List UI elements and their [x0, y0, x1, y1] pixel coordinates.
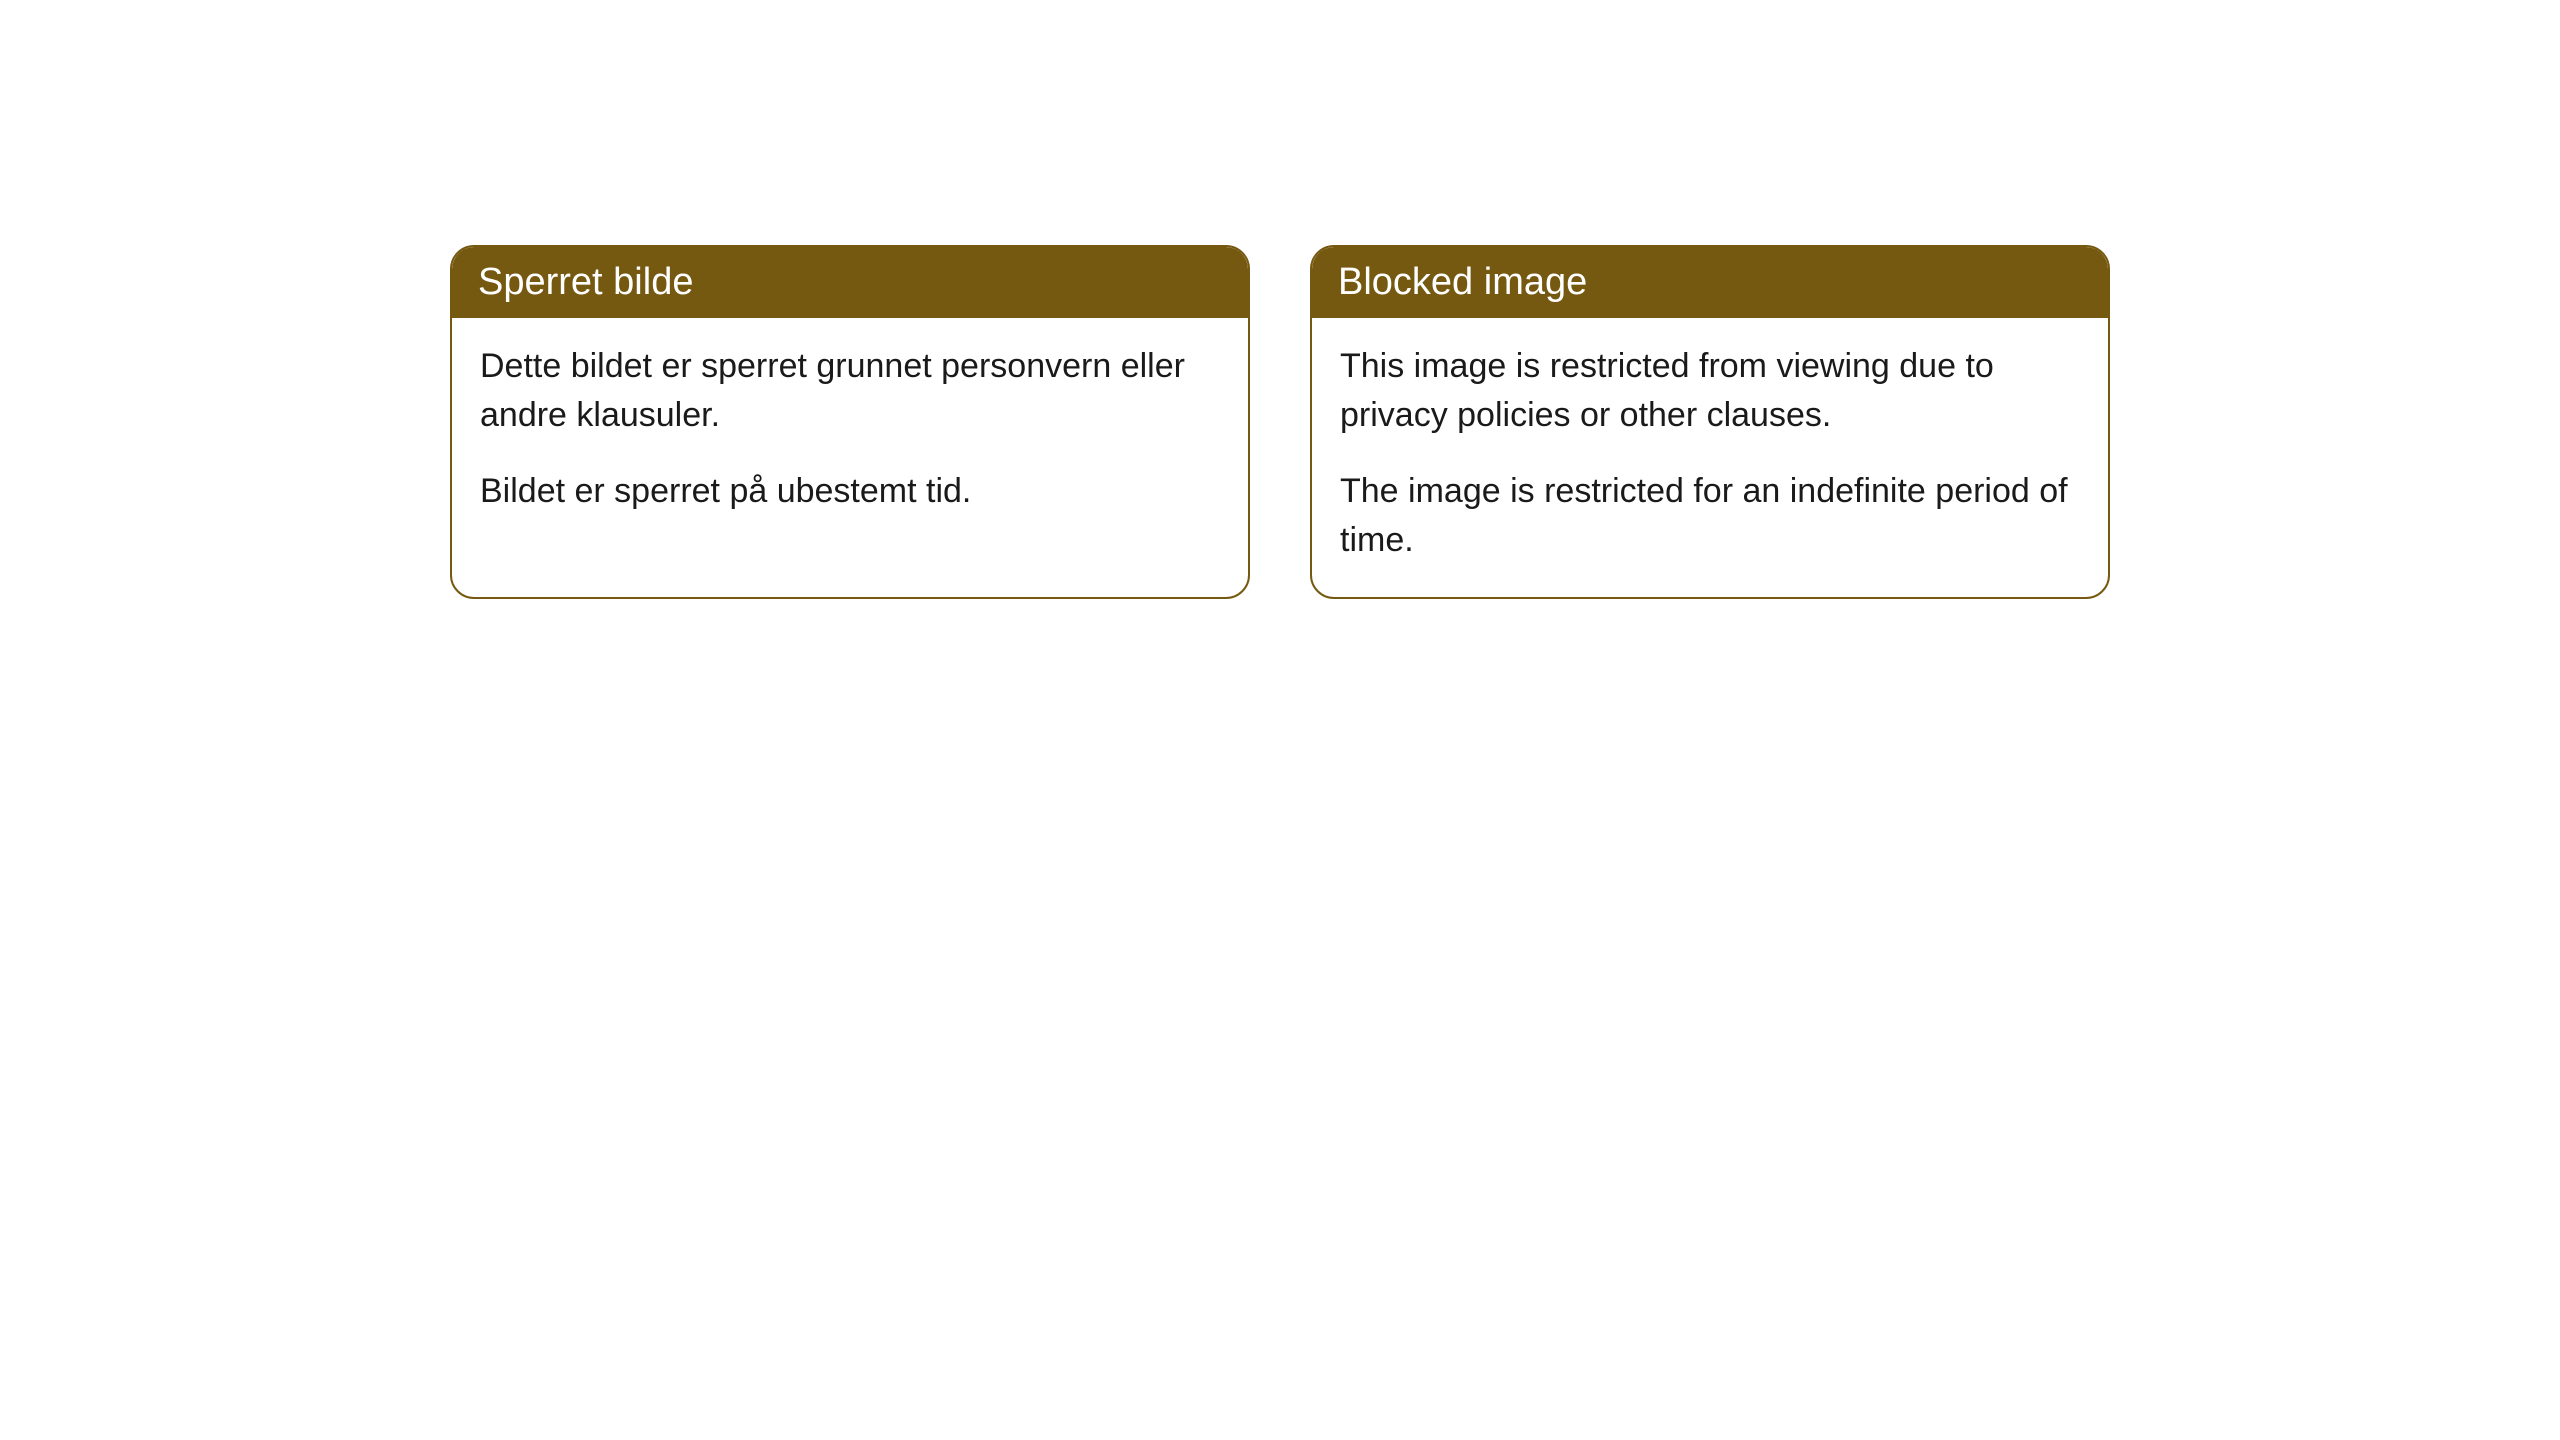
card-header: Blocked image — [1312, 247, 2108, 318]
card-paragraph: The image is restricted for an indefinit… — [1340, 467, 2080, 566]
card-title: Sperret bilde — [478, 261, 693, 303]
card-title: Blocked image — [1338, 261, 1587, 303]
card-body: Dette bildet er sperret grunnet personve… — [452, 318, 1248, 548]
blocked-image-card-norwegian: Sperret bilde Dette bildet er sperret gr… — [450, 245, 1250, 599]
card-paragraph: Dette bildet er sperret grunnet personve… — [480, 342, 1220, 441]
card-paragraph: This image is restricted from viewing du… — [1340, 342, 2080, 441]
notice-cards-container: Sperret bilde Dette bildet er sperret gr… — [450, 245, 2110, 599]
card-paragraph: Bildet er sperret på ubestemt tid. — [480, 467, 1220, 516]
blocked-image-card-english: Blocked image This image is restricted f… — [1310, 245, 2110, 599]
card-header: Sperret bilde — [452, 247, 1248, 318]
card-body: This image is restricted from viewing du… — [1312, 318, 2108, 597]
